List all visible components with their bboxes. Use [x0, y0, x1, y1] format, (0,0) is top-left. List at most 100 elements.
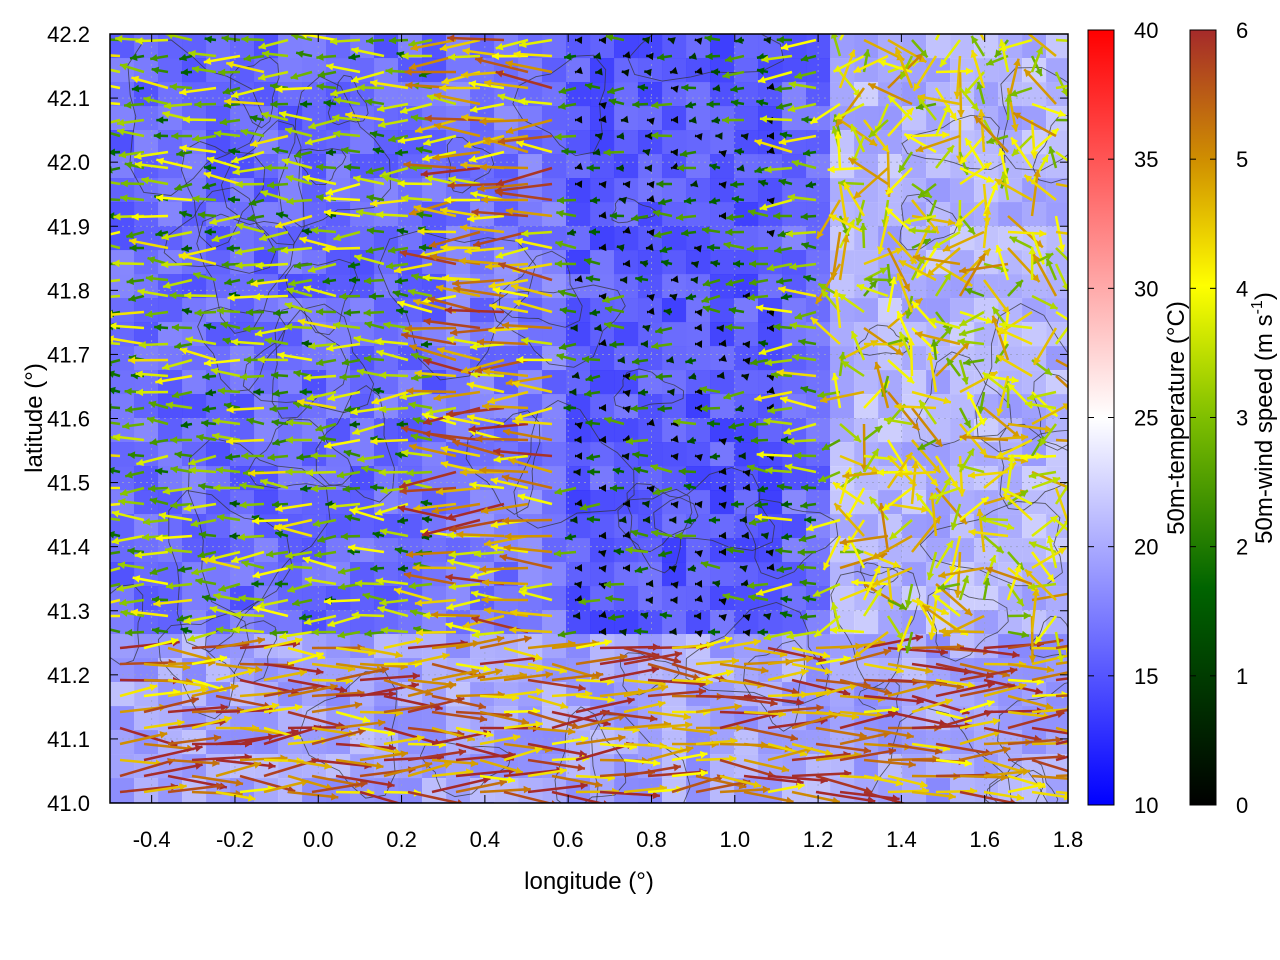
temperature-cell: [446, 610, 471, 635]
temperature-cell: [542, 394, 567, 419]
wind-vector-head: [117, 561, 126, 569]
temperature-cell: [494, 106, 519, 131]
wind-vector-head: [127, 547, 135, 555]
temperature-cell: [590, 58, 615, 83]
terrain-contour: [377, 230, 536, 381]
temperature-cell: [278, 442, 303, 467]
wind-vector-shaft: [110, 166, 121, 172]
wind-vector-head: [120, 609, 129, 617]
wind-vector-head: [110, 148, 116, 157]
wind-vector-head: [176, 719, 185, 727]
wind-vector-head: [149, 567, 158, 576]
wind-vector-head: [132, 575, 141, 583]
temperature-cell: [590, 442, 615, 467]
wind-vector-shaft: [167, 705, 228, 714]
temperature-cell: [950, 34, 975, 59]
temperature-cell: [374, 298, 399, 323]
temperature-cell: [134, 250, 159, 275]
wind-vector-head: [142, 517, 151, 526]
wind-vector-shaft: [110, 566, 121, 573]
wind-vector-shaft: [110, 598, 121, 604]
temperature-cell: [662, 538, 687, 563]
wind-vector-head: [111, 510, 120, 518]
wind-vector-head: [136, 388, 144, 397]
temperature-cell: [758, 274, 783, 299]
temperature-cell: [902, 346, 927, 371]
wind-vector-shaft: [110, 517, 121, 522]
wind-vector-head: [159, 731, 168, 739]
terrain-contour: [187, 437, 331, 615]
wind-vector-head: [155, 229, 164, 238]
temperature-cell: [710, 682, 735, 707]
wind-vector-shaft: [143, 697, 200, 714]
temperature-cell: [110, 658, 135, 683]
wind-vector-head: [129, 244, 137, 252]
temperature-cell: [590, 538, 615, 563]
temperature-cell: [518, 370, 543, 395]
wind-vector-head: [135, 37, 143, 45]
temperature-cell: [830, 226, 855, 251]
wind-vector-head: [220, 703, 228, 712]
temperature-cell: [638, 322, 663, 347]
wind-vector-head: [83, 503, 90, 511]
temperature-cell: [158, 298, 183, 323]
wind-vector-head: [169, 83, 177, 91]
wind-vector-head: [156, 116, 164, 124]
temperature-cell: [806, 802, 831, 803]
wind-vector-shaft: [110, 131, 121, 138]
wind-vector-shaft: [110, 54, 121, 58]
wind-vector-head: [165, 34, 174, 40]
temperature-cell: [182, 586, 207, 611]
temperature-cell: [854, 802, 879, 803]
temperature-cell: [254, 178, 279, 203]
temperature-cell: [878, 802, 903, 803]
temperature-cell: [854, 178, 879, 203]
temperature-cell: [686, 682, 711, 707]
temperature-cell: [758, 250, 783, 275]
temperature-cell: [326, 298, 351, 323]
wind-vector-head: [126, 277, 134, 286]
temperature-cell: [566, 178, 591, 203]
wind-vector-shaft: [110, 421, 121, 426]
temperature-cell: [206, 802, 231, 803]
temperature-cell: [230, 802, 255, 803]
temperature-cell: [542, 802, 567, 803]
wind-vector-shaft: [110, 84, 121, 90]
wind-vector-shaft: [110, 38, 121, 42]
temperature-cell: [278, 274, 303, 299]
wind-vector-shaft: [143, 662, 191, 669]
temperature-cell: [254, 490, 279, 515]
temperature-cell: [710, 82, 735, 107]
temperature-cell: [1022, 82, 1047, 107]
temperature-cell: [278, 634, 303, 659]
wind-vector-shaft: [475, 437, 529, 442]
terrain-contour: [220, 120, 305, 246]
temperature-cell: [734, 154, 759, 179]
temperature-cell: [662, 442, 687, 467]
temperature-cell: [110, 394, 135, 419]
temperature-cell: [158, 202, 183, 227]
temperature-cell: [278, 226, 303, 251]
wind-vector-head: [125, 628, 133, 637]
terrain-contour: [855, 324, 911, 356]
wind-vector-head: [117, 128, 125, 136]
wind-vector-head: [212, 759, 220, 767]
temperature-cell: [1046, 754, 1068, 779]
temperature-cell: [254, 154, 279, 179]
temperature-cell: [494, 730, 519, 755]
temperature-cell: [1046, 370, 1068, 395]
temperature-cell: [374, 802, 399, 803]
temperature-cell: [854, 370, 879, 395]
terrain-contour: [653, 467, 775, 551]
wind-vector-head: [145, 274, 154, 283]
wind-vector-head: [155, 467, 163, 476]
temperature-cell: [854, 658, 879, 683]
wind-vector-shaft: [504, 534, 553, 538]
temperature-cell: [998, 370, 1023, 395]
terrain-contour: [989, 769, 1045, 803]
temperature-cell: [662, 322, 687, 347]
temperature-cell: [614, 346, 639, 371]
wind-vector-head: [128, 294, 137, 302]
temperature-cell: [470, 802, 495, 803]
